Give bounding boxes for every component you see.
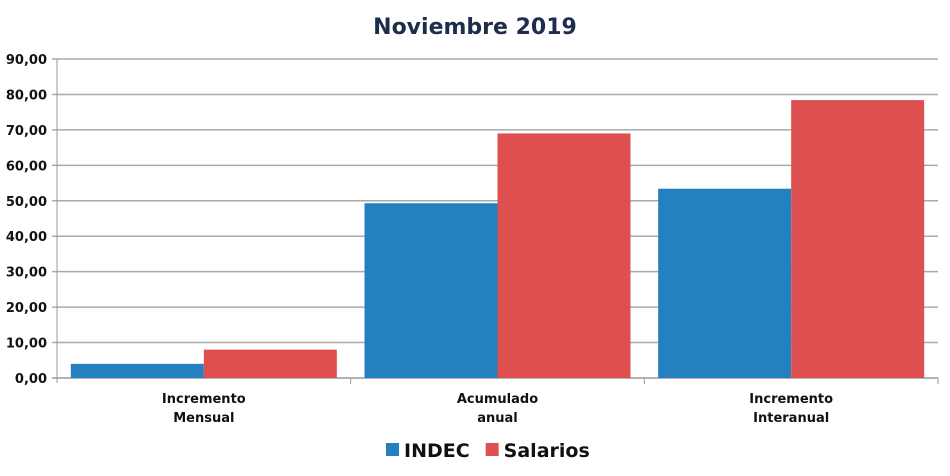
x-tick-label: anual: [477, 411, 518, 426]
bar-salarios: [497, 133, 631, 378]
legend-swatch: [485, 443, 499, 456]
y-tick-label: 0,00: [15, 372, 47, 387]
bar-indec: [658, 188, 792, 378]
y-tick-label: 60,00: [6, 159, 47, 174]
x-tick-label: Mensual: [173, 411, 234, 426]
y-tick-label: 10,00: [6, 337, 47, 352]
y-tick-label: 80,00: [6, 88, 47, 103]
legend-swatch: [386, 443, 399, 456]
bar-indec: [364, 203, 498, 378]
chart-title: Noviembre 2019: [373, 15, 577, 40]
x-tick-label: Interanual: [753, 411, 829, 426]
y-tick-label: 90,00: [6, 53, 47, 68]
y-tick-label: 50,00: [6, 195, 47, 210]
y-tick-label: 40,00: [6, 230, 47, 245]
bar-salarios: [203, 349, 337, 378]
y-tick-label: 70,00: [6, 124, 47, 139]
x-tick-label: Incremento: [749, 392, 833, 407]
x-tick-label: Incremento: [162, 392, 246, 407]
legend-label: Salarios: [504, 440, 590, 462]
legend-label: INDEC: [404, 440, 470, 462]
y-tick-label: 30,00: [6, 266, 47, 281]
x-tick-label: Acumulado: [457, 392, 538, 407]
y-tick-label: 20,00: [6, 301, 47, 316]
bar-indec: [70, 363, 204, 378]
bar-salarios: [791, 100, 925, 379]
